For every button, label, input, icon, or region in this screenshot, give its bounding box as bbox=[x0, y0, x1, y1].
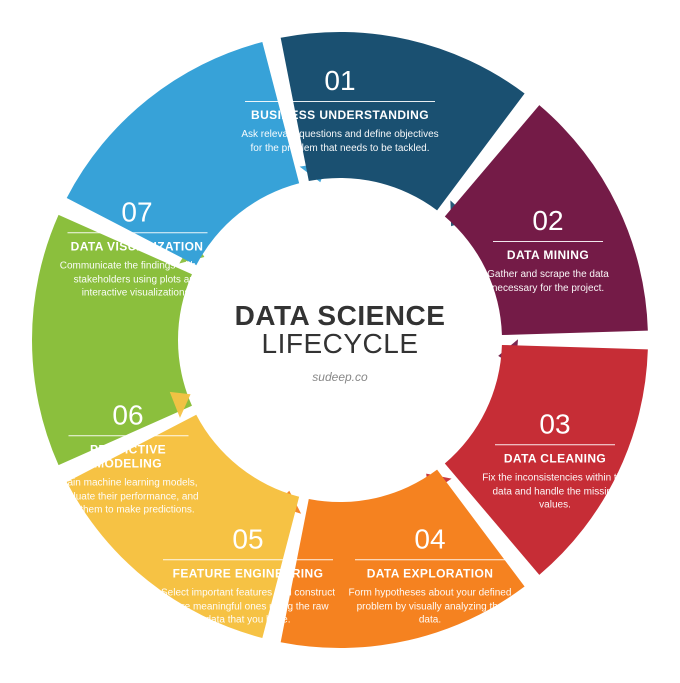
segment-divider bbox=[163, 559, 333, 560]
segment-number: 07 bbox=[55, 196, 220, 228]
segment-divider bbox=[355, 559, 505, 560]
segment-label-6: 06 PREDICTIVE MODELING Train machine lea… bbox=[51, 399, 206, 517]
segment-divider bbox=[495, 444, 615, 445]
segment-divider bbox=[67, 232, 207, 233]
segment-desc: Communicate the findings with key stakeh… bbox=[55, 259, 220, 300]
segment-title: DATA CLEANING bbox=[480, 451, 630, 465]
segment-label-7: 07 DATA VISUALIZATION Communicate the fi… bbox=[55, 196, 220, 300]
segment-divider bbox=[245, 101, 435, 102]
segment-title: BUSINESS UNDERSTANDING bbox=[240, 108, 440, 122]
segment-desc: Ask relevant questions and define object… bbox=[240, 128, 440, 155]
segment-divider bbox=[68, 435, 188, 436]
segment-number: 03 bbox=[480, 408, 630, 440]
segment-divider bbox=[493, 241, 603, 242]
segment-desc: Fix the inconsistencies within the data … bbox=[480, 471, 630, 512]
center-block: DATA SCIENCE LIFECYCLE sudeep.co bbox=[190, 300, 490, 384]
segment-desc: Select important features and construct … bbox=[158, 586, 338, 627]
segment-number: 01 bbox=[240, 65, 440, 97]
segment-label-3: 03 DATA CLEANING Fix the inconsistencies… bbox=[480, 408, 630, 512]
segment-number: 06 bbox=[51, 399, 206, 431]
segment-title: DATA MINING bbox=[473, 248, 623, 262]
center-title-line2: LIFECYCLE bbox=[190, 328, 490, 360]
segment-desc: Train machine learning models, evaluate … bbox=[51, 476, 206, 517]
segment-title: PREDICTIVE MODELING bbox=[51, 442, 206, 470]
segment-number: 02 bbox=[473, 205, 623, 237]
segment-label-2: 02 DATA MINING Gather and scrape the dat… bbox=[473, 205, 623, 295]
segment-title: DATA EXPLORATION bbox=[345, 566, 515, 580]
segment-label-4: 04 DATA EXPLORATION Form hypotheses abou… bbox=[345, 523, 515, 627]
segment-label-5: 05 FEATURE ENGINEERING Select important … bbox=[158, 523, 338, 627]
segment-desc: Form hypotheses about your defined probl… bbox=[345, 586, 515, 627]
center-credit: sudeep.co bbox=[190, 370, 490, 384]
segment-number: 05 bbox=[158, 523, 338, 555]
segment-title: FEATURE ENGINEERING bbox=[158, 566, 338, 580]
segment-number: 04 bbox=[345, 523, 515, 555]
segment-title: DATA VISUALIZATION bbox=[55, 239, 220, 253]
segment-desc: Gather and scrape the data necessary for… bbox=[473, 268, 623, 295]
segment-label-1: 01 BUSINESS UNDERSTANDING Ask relevant q… bbox=[240, 65, 440, 155]
